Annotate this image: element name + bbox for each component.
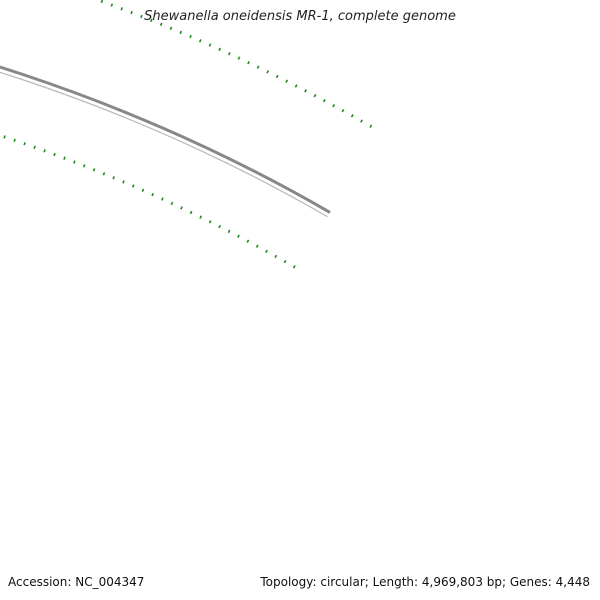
- map-title: Shewanella oneidensis MR-1, complete gen…: [144, 9, 456, 24]
- genome-summary: Topology: circular; Length: 4,969,803 bp…: [260, 575, 590, 589]
- accession-text: Accession: NC_004347: [8, 575, 145, 589]
- gc-skew-dots: [0, 0, 379, 270]
- backbone-outer: [0, 65, 331, 214]
- outer-gc-dots: [93, 0, 379, 132]
- backbone-inner: [0, 71, 328, 218]
- genome-backbone: [0, 65, 331, 218]
